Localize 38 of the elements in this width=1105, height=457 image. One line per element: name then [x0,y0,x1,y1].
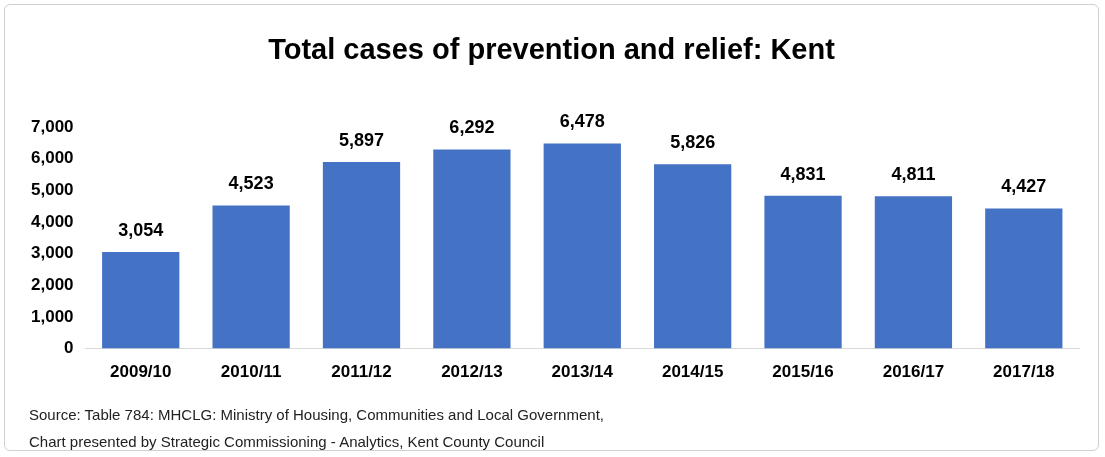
text: Chart presented by Strategic Commissioning - Analytics, Kent County Council [29,432,546,452]
x-tick-label: 2017/18 [993,362,1055,382]
x-tick-label: 2015/16 [772,362,834,382]
y-tick-label: 0 [64,338,74,358]
data-label: 5,897 [338,129,385,150]
bar [102,251,180,349]
x-tick-label: 2012/13 [441,362,503,382]
data-label: 4,427 [1001,176,1047,197]
data-label: 4,811 [891,164,936,185]
y-tick-label: 5,000 [30,180,74,199]
data-label: 6,478 [559,111,605,132]
source-note: Source: Table 784: MHCLG: Ministry of Housing, Communities and Local Government, [29,405,604,425]
y-tick-label: 1,000 [30,306,74,326]
y-tick-label: 3,000 [30,243,74,263]
x-tick-label: 2010/11 [220,362,282,382]
bar [212,205,290,349]
y-tick-label: 6,000 [30,148,74,168]
bar [654,164,732,349]
y-tick-label: 7,000 [30,116,74,136]
bar [433,149,511,349]
data-label: 6,292 [449,117,495,138]
data-label: 5,826 [670,132,716,153]
chart-title: Total cases of prevention and relief: Kent [267,33,836,66]
x-tick-label: 2011/12 [331,362,392,382]
data-label: 4,523 [228,173,274,194]
x-tick-label: 2013/14 [551,362,614,382]
bar [764,195,842,349]
data-label: 3,054 [118,219,164,240]
bar [874,196,953,349]
x-tick-label: 2016/17 [882,362,945,382]
y-tick-label: 2,000 [30,274,74,294]
bar [985,208,1063,349]
y-tick-label: 4,000 [30,211,74,231]
data-label: 4,831 [780,163,826,184]
bar [543,143,621,349]
bar [322,161,401,349]
x-tick-label: 2014/15 [661,362,724,382]
x-tick-label: 2009/10 [110,362,172,382]
